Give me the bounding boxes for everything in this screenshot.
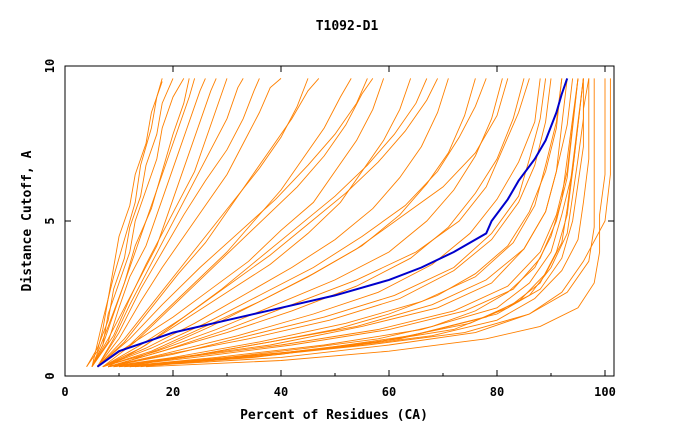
- model-line-30: [113, 78, 579, 368]
- model-line-42: [107, 78, 428, 368]
- chart-title: T1092-D1: [316, 19, 379, 34]
- y-tick-label: 5: [43, 217, 57, 224]
- model-line-25: [102, 78, 439, 368]
- model-line-36: [118, 78, 590, 368]
- model-line-2: [86, 78, 174, 367]
- x-tick-label: 20: [166, 385, 180, 399]
- x-tick-label: 100: [594, 385, 616, 399]
- model-line-45: [129, 78, 611, 368]
- x-tick-label: 60: [382, 385, 396, 399]
- model-line-37: [129, 78, 595, 368]
- model-line-1: [86, 81, 163, 367]
- model-line-31: [118, 78, 584, 368]
- model-line-18: [108, 78, 552, 368]
- model-line-38: [145, 78, 606, 368]
- model-line-19: [108, 78, 563, 368]
- model-line-10: [97, 78, 352, 368]
- model-line-41: [113, 78, 509, 368]
- model-line-46: [91, 78, 190, 367]
- model-line-7: [97, 78, 244, 367]
- model-line-26: [102, 78, 487, 368]
- model-line-8: [97, 78, 282, 367]
- model-line-34: [135, 78, 584, 368]
- model-line-17: [108, 78, 541, 368]
- model-line-47: [91, 78, 163, 367]
- highlight-line: [96, 78, 569, 368]
- model-line-3: [91, 78, 185, 367]
- model-line-11: [97, 78, 385, 368]
- model-line-5: [91, 78, 206, 367]
- x-axis: 0 20 40 60 80 100: [61, 66, 616, 399]
- highlight-layer: [96, 78, 569, 368]
- model-line-33: [129, 78, 584, 368]
- model-line-9: [97, 78, 320, 368]
- y-tick-label: 0: [43, 372, 57, 379]
- y-tick-label: 10: [43, 59, 57, 73]
- series-layer: [86, 78, 611, 368]
- model-line-28: [108, 78, 547, 368]
- x-axis-label: Percent of Residues (CA): [240, 408, 428, 423]
- x-tick-label: 0: [61, 385, 68, 399]
- model-line-27: [108, 78, 530, 368]
- y-axis-label: Distance Cutoff, A: [20, 150, 35, 291]
- model-line-44: [97, 78, 309, 368]
- model-line-21: [113, 78, 579, 368]
- model-line-24: [97, 78, 368, 368]
- model-line-12: [102, 78, 412, 368]
- model-line-23: [97, 78, 260, 367]
- model-line-43: [102, 78, 374, 368]
- model-line-6: [91, 78, 217, 367]
- model-line-22: [91, 78, 228, 367]
- x-tick-label: 80: [490, 385, 504, 399]
- model-line-16: [108, 78, 525, 368]
- x-tick-label: 40: [274, 385, 288, 399]
- model-line-20: [108, 78, 574, 368]
- y-axis: 0 5 10: [43, 59, 614, 380]
- model-line-35: [140, 78, 590, 368]
- model-line-40: [124, 78, 563, 368]
- model-line-39: [135, 78, 579, 368]
- model-line-14: [102, 78, 476, 368]
